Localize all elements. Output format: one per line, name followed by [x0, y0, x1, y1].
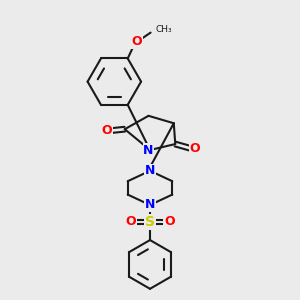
Text: O: O	[189, 142, 200, 155]
Text: O: O	[131, 35, 142, 48]
Text: N: N	[143, 143, 154, 157]
Text: N: N	[145, 164, 155, 177]
Text: O: O	[125, 215, 136, 228]
Text: O: O	[164, 215, 175, 228]
Text: CH₃: CH₃	[155, 25, 172, 34]
Text: S: S	[145, 215, 155, 229]
Text: O: O	[102, 124, 112, 137]
Text: N: N	[145, 199, 155, 212]
